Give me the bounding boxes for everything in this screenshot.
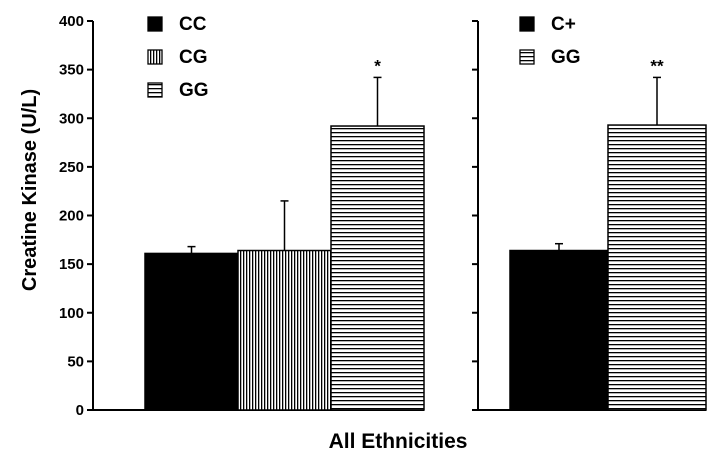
- y-tick-label: 0: [76, 402, 84, 419]
- legend-label: GG: [551, 47, 581, 68]
- bar-GG: [607, 124, 707, 411]
- bar-CC: [144, 252, 239, 411]
- legend-swatch: [147, 82, 163, 98]
- y-axis-label: Creatine Kinase (U/L): [19, 89, 41, 291]
- y-tick-label: 150: [59, 256, 84, 273]
- significance-marker: *: [374, 56, 381, 75]
- significance-marker: **: [650, 56, 664, 75]
- bar-C+: [509, 249, 609, 411]
- y-tick-label: 50: [67, 353, 84, 370]
- legend-label: CC: [179, 14, 207, 35]
- y-tick-label: 250: [59, 159, 84, 176]
- legend-label: C+: [551, 14, 576, 35]
- y-tick-label: 400: [59, 13, 84, 30]
- legend-swatch: [519, 16, 535, 32]
- y-tick-label: 300: [59, 110, 84, 127]
- y-tick-label: 200: [59, 208, 84, 225]
- bar-CG: [237, 249, 332, 411]
- x-axis-label: All Ethnicities: [329, 430, 468, 453]
- legend-swatch: [147, 49, 163, 65]
- legend-label: GG: [179, 80, 209, 101]
- legend-label: CG: [179, 47, 208, 68]
- y-tick-label: 350: [59, 62, 84, 79]
- legend-swatch: [147, 16, 163, 32]
- y-tick-label: 100: [59, 305, 84, 322]
- legend-swatch: [519, 49, 535, 65]
- bar-GG: [330, 125, 425, 411]
